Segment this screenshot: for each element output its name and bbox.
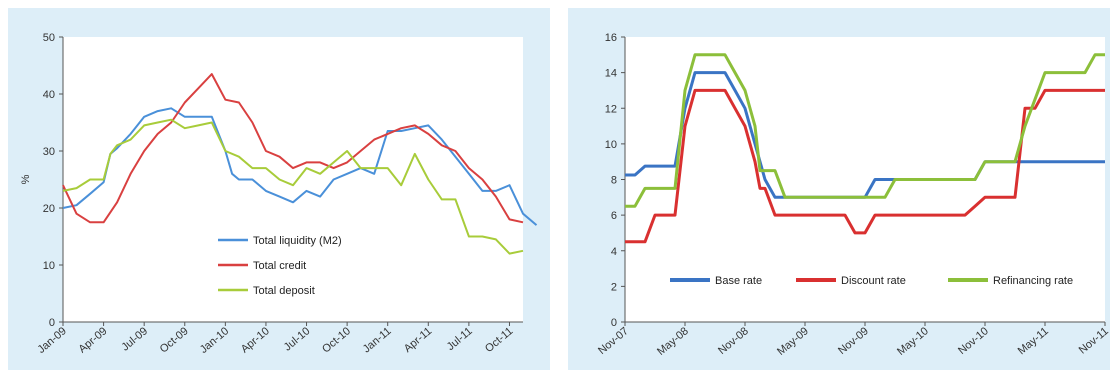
chart2-x-tick-label: May-08: [655, 325, 691, 358]
chart1-x-tick-label: Jul-11: [445, 325, 475, 353]
chart1-series-line-total-credit: [62, 73, 524, 224]
chart2-y-tick-label: 6: [611, 210, 617, 222]
chart2-y-tick-label: 16: [605, 32, 617, 44]
chart1-x-tick-label: Jan-10: [198, 325, 231, 356]
chart2-x-tick-label: Nov-09: [836, 325, 871, 357]
chart2-x-tick-label: Nov-11: [1077, 325, 1111, 356]
chart1-y-tick-label: 30: [43, 146, 55, 158]
chart2-legend-label-base-rate: Base rate: [715, 275, 762, 287]
chart1-x-tick-label: Oct-09: [158, 325, 191, 355]
chart1-x-tick-label: Jul-09: [119, 325, 150, 353]
chart1-series-line-total-liquidity-m2: [62, 107, 538, 226]
chart1-x-tick-label: Oct-11: [483, 325, 515, 355]
chart1-y-tick-label: 10: [43, 260, 55, 272]
chart2-plot-area: [625, 37, 1105, 322]
chart2-y-tick-label: 14: [605, 68, 617, 80]
chart2-y-tick-label: 8: [611, 175, 617, 187]
chart2-legend-label-discount-rate: Discount rate: [841, 275, 906, 287]
chart2-y-tick-label: 4: [611, 246, 617, 258]
chart1-x-tick-label: Oct-10: [320, 325, 353, 355]
chart1-legend: Total liquidity (M2) Total credit Total de…: [218, 235, 342, 297]
chart1-y-tick-label: 50: [43, 32, 55, 44]
chart1-y-axis-label: %: [20, 174, 32, 184]
chart2-legend: Base rate Discount rate Refinancing rate: [670, 275, 1073, 287]
chart1-legend-label-total-deposit: Total deposit: [253, 285, 315, 297]
chart1-plot-area: [63, 37, 523, 322]
chart1-series-line-total-deposit: [62, 118, 524, 255]
chart-svg-policy-rates: 0 2 4 6 8 10 12 14 16 Nov-07 May-08 Nov-08 May-09 Nov…: [596, 32, 1111, 358]
chart2-y-tick-label: 2: [611, 281, 617, 293]
chart2-x-tick-label: May-10: [895, 325, 931, 358]
chart1-y-tick-label: 20: [43, 203, 55, 215]
chart1-legend-label-total-liquidity-m2: Total liquidity (M2): [253, 235, 342, 247]
chart1-y-tick-label: 0: [49, 317, 55, 329]
chart1-x-tick-label: Jan-09: [35, 325, 68, 356]
chart1-legend-label-total-credit: Total credit: [253, 260, 306, 272]
chart2-x-tick-label: May-11: [1016, 325, 1051, 357]
chart2-y-tick-label: 10: [605, 139, 617, 151]
chart2-x-tick-label: May-09: [775, 325, 811, 358]
chart2-series-line-discount-rate: [625, 88, 1105, 244]
chart-panel-monetary-aggregates: 0 10 20 30 40 50 Jan-09 Apr-09 Jul-09 Oct-09 Jan-1…: [8, 8, 550, 370]
chart2-series-line-refinancing-rate: [625, 53, 1105, 208]
chart1-x-tick-label: Jan-11: [361, 325, 394, 355]
chart1-x-tick-label: Jul-10: [282, 325, 313, 353]
chart2-legend-label-refinancing-rate: Refinancing rate: [993, 275, 1073, 287]
chart1-y-tick-label: 40: [43, 89, 55, 101]
chart2-x-tick-label: Nov-07: [596, 325, 631, 357]
chart1-x-tick-label: Apr-09: [76, 325, 109, 355]
chart2-y-tick-label: 0: [611, 317, 617, 329]
chart1-x-tick-label: Apr-11: [402, 325, 434, 355]
chart2-x-tick-label: Nov-08: [716, 325, 751, 357]
chart2-y-tick-label: 12: [605, 103, 617, 115]
chart-panel-policy-rates: 0 2 4 6 8 10 12 14 16 Nov-07 May-08 Nov-08 May-09 Nov…: [568, 8, 1111, 370]
chart1-x-tick-label: Apr-10: [239, 325, 272, 355]
chart2-x-tick-label: Nov-10: [956, 325, 991, 357]
